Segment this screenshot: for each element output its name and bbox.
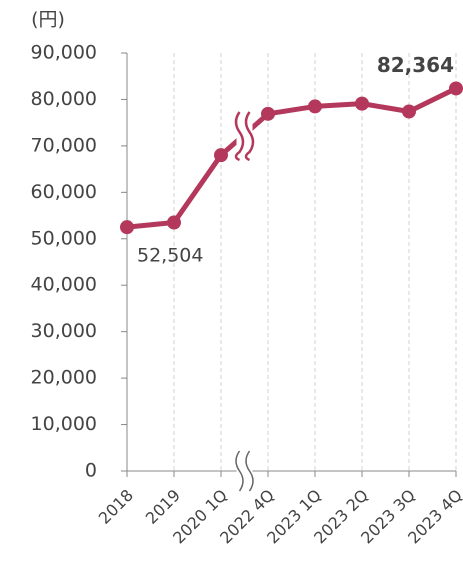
x-tick-label: 2018 — [95, 486, 137, 528]
y-tick-label: 50,000 — [31, 227, 97, 249]
data-label: 82,364 — [377, 53, 454, 77]
data-point — [355, 96, 369, 111]
axis-break-mark — [245, 450, 254, 492]
y-tick-label: 40,000 — [31, 274, 97, 296]
data-point — [308, 99, 322, 114]
axis-break-mark — [235, 450, 244, 492]
axis-break-mark — [234, 111, 245, 162]
y-tick-label: 0 — [85, 460, 97, 482]
axis-break-gap — [236, 451, 253, 491]
data-point — [120, 220, 134, 235]
data-label: 52,504 — [137, 245, 203, 267]
y-tick-label: 30,000 — [31, 320, 97, 342]
y-tick-label: 10,000 — [31, 413, 97, 435]
series-line — [126, 86, 458, 230]
data-point — [261, 106, 275, 121]
y-tick-label: 60,000 — [31, 181, 97, 203]
y-tick-label: 80,000 — [31, 88, 97, 110]
axis-break-mark — [244, 111, 255, 162]
y-tick-label: 70,000 — [31, 134, 97, 156]
data-point — [167, 215, 181, 230]
y-tick-label: 90,000 — [31, 42, 97, 64]
data-point — [402, 104, 416, 119]
y-axis-label: (円) — [31, 9, 65, 31]
data-point — [214, 148, 228, 163]
x-tick-label: 2019 — [142, 486, 184, 528]
y-tick-label: 20,000 — [31, 367, 97, 389]
data-point — [449, 81, 463, 96]
